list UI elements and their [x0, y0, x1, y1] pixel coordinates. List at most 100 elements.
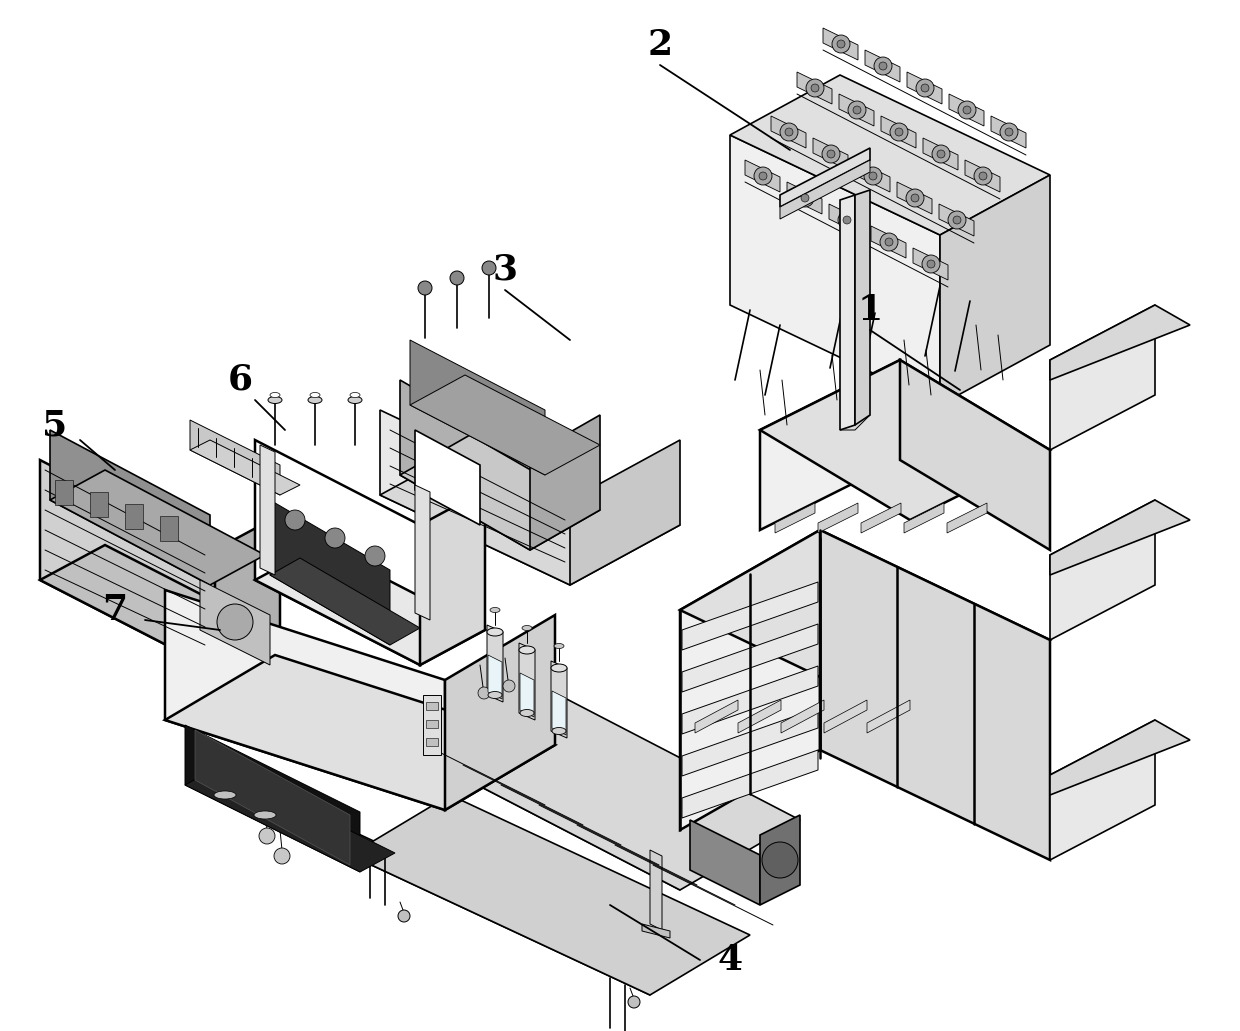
Circle shape: [1004, 128, 1013, 136]
Polygon shape: [913, 248, 949, 280]
Polygon shape: [870, 226, 906, 258]
Polygon shape: [1050, 500, 1190, 575]
Ellipse shape: [268, 397, 281, 403]
Polygon shape: [415, 485, 430, 620]
Polygon shape: [867, 700, 910, 733]
Ellipse shape: [490, 607, 500, 612]
Polygon shape: [680, 530, 820, 830]
Circle shape: [937, 149, 945, 158]
Ellipse shape: [254, 811, 277, 819]
Polygon shape: [410, 700, 680, 890]
Circle shape: [874, 57, 892, 75]
Polygon shape: [904, 503, 944, 533]
Ellipse shape: [215, 791, 236, 799]
Polygon shape: [947, 503, 987, 533]
Polygon shape: [370, 680, 410, 750]
Polygon shape: [820, 530, 1050, 860]
Polygon shape: [529, 415, 600, 550]
Circle shape: [963, 106, 971, 114]
Polygon shape: [520, 643, 534, 720]
Polygon shape: [650, 850, 662, 930]
Ellipse shape: [554, 643, 564, 648]
Polygon shape: [165, 590, 445, 810]
Polygon shape: [839, 94, 874, 126]
Bar: [91, 492, 108, 517]
Polygon shape: [551, 661, 567, 738]
Polygon shape: [787, 182, 822, 214]
Polygon shape: [923, 138, 959, 170]
Text: 6: 6: [227, 363, 253, 397]
Polygon shape: [215, 516, 280, 670]
Polygon shape: [1050, 500, 1154, 640]
Polygon shape: [552, 691, 565, 735]
Polygon shape: [906, 72, 942, 104]
Polygon shape: [200, 580, 270, 665]
Circle shape: [822, 145, 839, 163]
Polygon shape: [825, 700, 867, 733]
Circle shape: [285, 510, 305, 530]
Ellipse shape: [551, 664, 567, 672]
Polygon shape: [880, 117, 916, 148]
Polygon shape: [682, 624, 818, 692]
Polygon shape: [760, 814, 800, 905]
Circle shape: [759, 172, 768, 180]
Polygon shape: [689, 820, 760, 905]
Circle shape: [785, 128, 794, 136]
Polygon shape: [682, 708, 818, 776]
Polygon shape: [694, 700, 738, 733]
Polygon shape: [797, 72, 832, 104]
Ellipse shape: [520, 709, 534, 717]
Polygon shape: [1050, 305, 1154, 450]
Polygon shape: [185, 725, 360, 872]
Circle shape: [259, 828, 275, 844]
Polygon shape: [730, 135, 940, 405]
Polygon shape: [1050, 720, 1190, 795]
Circle shape: [911, 194, 919, 202]
Text: 1: 1: [857, 293, 883, 327]
Circle shape: [843, 217, 851, 224]
Polygon shape: [255, 440, 420, 665]
Polygon shape: [1050, 720, 1154, 860]
Polygon shape: [185, 766, 396, 872]
Bar: [423, 695, 441, 755]
Polygon shape: [350, 830, 650, 995]
Polygon shape: [410, 680, 800, 890]
Polygon shape: [856, 160, 890, 192]
Polygon shape: [1050, 305, 1190, 380]
Circle shape: [954, 217, 961, 224]
Polygon shape: [445, 616, 556, 810]
Circle shape: [796, 189, 813, 207]
Circle shape: [906, 189, 924, 207]
Polygon shape: [570, 440, 680, 585]
Ellipse shape: [308, 397, 322, 403]
Polygon shape: [195, 730, 350, 865]
Text: 2: 2: [647, 28, 672, 62]
Circle shape: [827, 149, 835, 158]
Circle shape: [999, 123, 1018, 141]
Polygon shape: [781, 700, 825, 733]
Polygon shape: [350, 795, 750, 995]
Polygon shape: [780, 148, 870, 207]
Polygon shape: [760, 360, 1050, 520]
Text: 4: 4: [718, 943, 743, 977]
Polygon shape: [900, 360, 1050, 550]
Polygon shape: [410, 340, 546, 475]
Circle shape: [763, 842, 799, 878]
Bar: [125, 504, 143, 529]
Circle shape: [274, 849, 290, 864]
Polygon shape: [420, 705, 432, 785]
Circle shape: [482, 261, 496, 275]
Polygon shape: [780, 160, 870, 219]
Polygon shape: [730, 75, 1050, 235]
Ellipse shape: [552, 728, 565, 734]
Circle shape: [398, 910, 410, 922]
Circle shape: [890, 123, 908, 141]
Circle shape: [418, 281, 432, 295]
Circle shape: [895, 128, 903, 136]
Polygon shape: [401, 435, 600, 550]
Bar: [160, 516, 179, 541]
Text: 5: 5: [42, 408, 68, 442]
Circle shape: [921, 84, 929, 92]
Circle shape: [932, 145, 950, 163]
Circle shape: [754, 167, 773, 185]
